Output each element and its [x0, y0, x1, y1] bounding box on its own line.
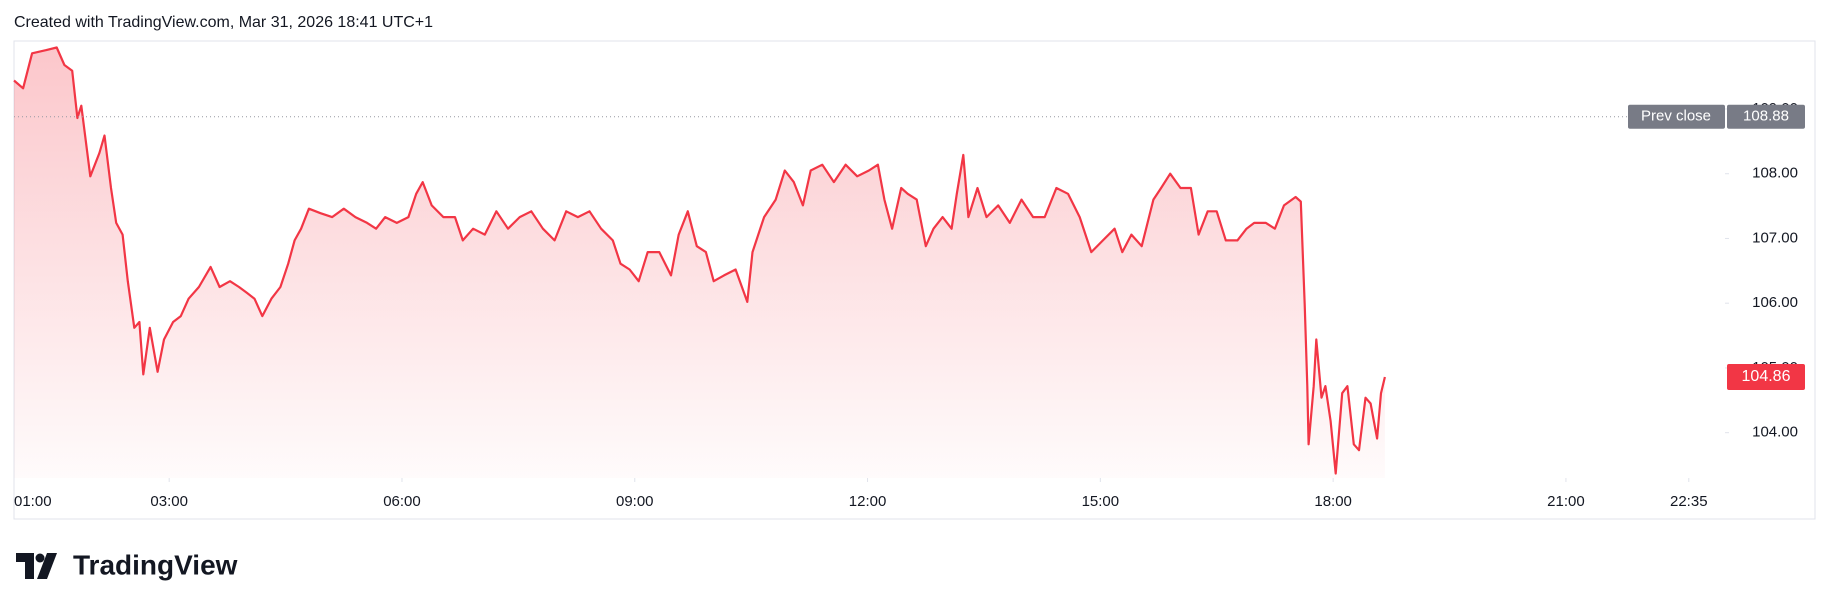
- x-tick-label: 18:00: [1314, 493, 1352, 510]
- area-fill: [14, 47, 1385, 478]
- prev-close-label: Prev close: [1641, 108, 1711, 125]
- x-tick-label: 06:00: [383, 493, 421, 510]
- y-tick-label: 106.00: [1752, 294, 1798, 311]
- prev-close-badge: [1628, 104, 1725, 129]
- x-tick-label: 21:00: [1547, 493, 1585, 510]
- x-tick-label: 12:00: [849, 493, 887, 510]
- y-tick-label: 104.00: [1752, 424, 1798, 441]
- x-tick-label: 03:00: [150, 493, 188, 510]
- x-tick-label: 01:00: [14, 493, 52, 510]
- brand-logo: [16, 553, 57, 579]
- y-tick-label: 107.00: [1752, 229, 1798, 246]
- y-tick-label: 108.00: [1752, 165, 1798, 182]
- x-tick-label: 22:35: [1670, 493, 1708, 510]
- header-title: Created with TradingView.com, Mar 31, 20…: [14, 14, 433, 31]
- x-tick-label: 09:00: [616, 493, 654, 510]
- price-line: [13, 46, 1386, 475]
- x-tick-label: 15:00: [1082, 493, 1120, 510]
- brand-name: TradingView: [73, 549, 238, 580]
- last-price-badge: [1727, 364, 1805, 391]
- prev-close-value-badge: [1727, 104, 1805, 129]
- prev-close-value: 108.88: [1743, 108, 1789, 125]
- last-price-label: 104.86: [1742, 368, 1791, 385]
